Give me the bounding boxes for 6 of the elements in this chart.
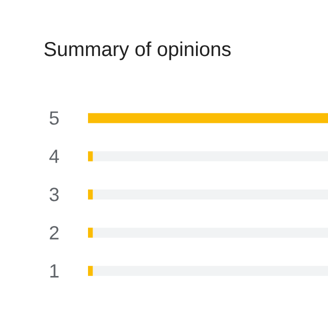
y-tick-label: 5 <box>50 111 59 125</box>
chart-title: Summary of opinions <box>44 41 231 60</box>
y-tick-label: 1 <box>50 264 59 278</box>
y-tick-label: 4 <box>49 150 59 163</box>
y-tick-label: 3 <box>50 188 59 202</box>
y-tick-label: 2 <box>50 226 59 240</box>
